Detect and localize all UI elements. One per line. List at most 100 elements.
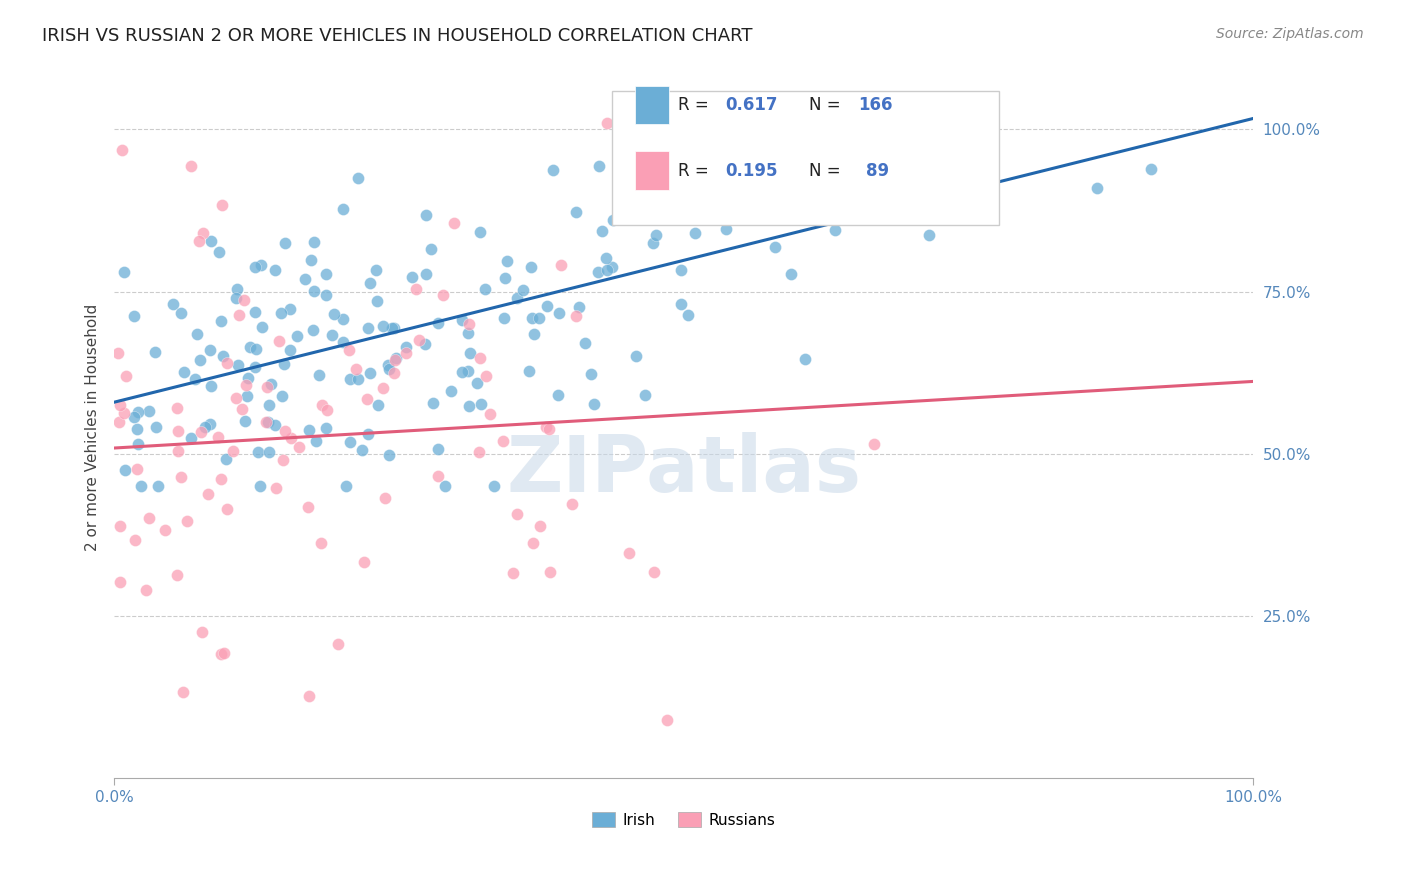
Point <box>693 90 716 104</box>
Point <box>512 283 534 297</box>
Point <box>193 419 215 434</box>
Point <box>538 422 561 436</box>
Point <box>209 472 232 486</box>
Point <box>359 367 381 381</box>
Point <box>108 519 131 533</box>
Point <box>256 380 278 394</box>
Point <box>506 507 529 521</box>
Text: IRISH VS RUSSIAN 2 OR MORE VEHICLES IN HOUSEHOLD CORRELATION CHART: IRISH VS RUSSIAN 2 OR MORE VEHICLES IN H… <box>42 27 752 45</box>
Point <box>645 227 668 242</box>
Point <box>231 402 253 417</box>
Point <box>228 308 250 322</box>
Point <box>200 379 222 393</box>
Point <box>122 409 145 424</box>
Point <box>541 163 564 178</box>
Point <box>271 389 294 403</box>
Point <box>257 398 280 412</box>
Point <box>114 463 136 477</box>
Point <box>176 514 198 528</box>
Point <box>335 479 357 493</box>
Point <box>596 116 619 130</box>
Point <box>359 276 381 290</box>
Point <box>527 310 550 325</box>
Point <box>254 415 277 429</box>
Point <box>111 143 134 157</box>
Point <box>129 479 152 493</box>
Point <box>222 444 245 458</box>
Point <box>443 216 465 230</box>
Point <box>232 293 254 308</box>
Point <box>942 90 965 104</box>
Point <box>215 355 238 369</box>
Point <box>433 479 456 493</box>
Point <box>198 417 221 432</box>
Point <box>339 372 361 386</box>
Point <box>256 415 278 429</box>
Point <box>138 511 160 525</box>
Point <box>208 245 231 260</box>
Point <box>162 297 184 311</box>
Point <box>127 405 149 419</box>
Point <box>494 271 516 285</box>
Point <box>634 388 657 402</box>
Point <box>634 90 657 104</box>
Point <box>298 689 321 703</box>
Point <box>519 260 541 274</box>
Point <box>209 314 232 328</box>
Point <box>278 343 301 358</box>
Point <box>249 479 271 493</box>
Point <box>484 479 506 493</box>
Point <box>153 523 176 537</box>
Point <box>458 346 481 360</box>
Point <box>600 260 623 274</box>
Point <box>371 319 394 334</box>
Point <box>200 343 222 358</box>
Point <box>127 437 149 451</box>
Point <box>824 223 846 237</box>
Point <box>426 317 449 331</box>
Point <box>301 323 323 337</box>
Point <box>548 306 571 320</box>
Point <box>321 327 343 342</box>
Point <box>529 518 551 533</box>
Point <box>415 267 437 281</box>
Point <box>591 224 613 238</box>
Point <box>496 253 519 268</box>
Text: 0.617: 0.617 <box>725 95 778 114</box>
Point <box>226 358 249 372</box>
Point <box>479 407 502 421</box>
Point <box>215 501 238 516</box>
Point <box>352 442 374 457</box>
Point <box>108 415 131 429</box>
Point <box>929 117 952 131</box>
Point <box>426 442 449 456</box>
Point <box>378 448 401 462</box>
Point <box>697 146 720 161</box>
Point <box>304 284 326 298</box>
Point <box>332 335 354 350</box>
Point <box>332 312 354 326</box>
Point <box>671 263 693 277</box>
Point <box>315 420 337 434</box>
Point <box>655 714 678 728</box>
Point <box>685 227 707 241</box>
Point <box>235 389 257 403</box>
Point <box>547 388 569 402</box>
Point <box>145 345 167 359</box>
Point <box>624 349 647 363</box>
Point <box>274 424 297 438</box>
Point <box>492 434 515 448</box>
Point <box>596 262 619 277</box>
Point <box>972 199 994 213</box>
Point <box>538 565 561 579</box>
Point <box>302 235 325 250</box>
Point <box>328 637 350 651</box>
Point <box>474 282 496 296</box>
Point <box>366 262 388 277</box>
Point <box>110 398 132 412</box>
Point <box>309 536 332 550</box>
Point <box>475 368 498 383</box>
Point <box>209 648 232 662</box>
Point <box>451 313 474 327</box>
Point <box>506 292 529 306</box>
